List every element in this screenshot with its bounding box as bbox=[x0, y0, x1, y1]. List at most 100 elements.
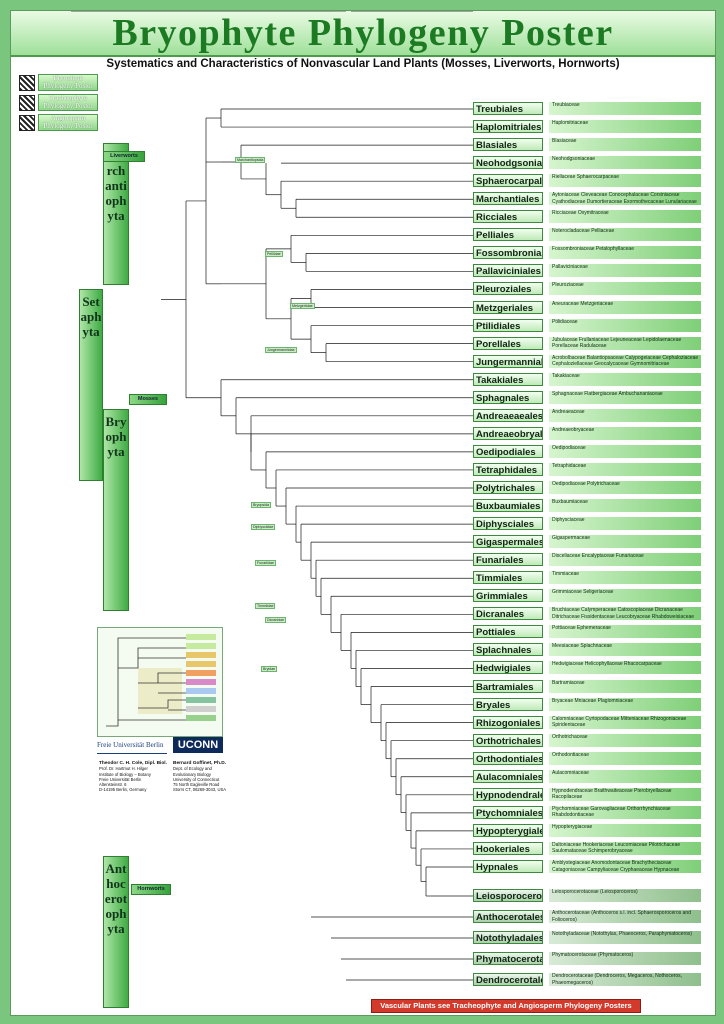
phylogeny-tree bbox=[71, 11, 473, 981]
order-families: Hypnodendraceae Braithwaiteaceae Pterobr… bbox=[549, 787, 701, 801]
order-families: Buxbaumiaceae bbox=[549, 499, 701, 513]
order-name: Fossombroniales bbox=[473, 246, 543, 260]
order-name: Orthodontiales bbox=[473, 751, 543, 765]
order-families: Calomniaceae Cyrtopodaceae Mitteniaceae … bbox=[549, 715, 701, 729]
order-name: Metzgeriales bbox=[473, 300, 543, 314]
order-families: Hypopterygiaceae bbox=[549, 823, 701, 837]
order-name: Polytrichales bbox=[473, 481, 543, 494]
order-families: Gigaspermaceae bbox=[549, 535, 701, 549]
order-name: Tetraphidales bbox=[473, 462, 543, 476]
order-name: Andreaeobryales bbox=[473, 426, 543, 440]
author-right: Bernard Goffinet, Ph.D. Dept. of Ecology… bbox=[173, 760, 233, 793]
qr-code-icon[interactable] bbox=[19, 75, 35, 91]
author-left-line: Institute of Biology – Botany bbox=[99, 771, 151, 777]
order-families: Notothyladaceae (Notothylas, Phaeoceros,… bbox=[549, 931, 701, 944]
author-left-line: Prof. Dr. Hartmut H. Hilger bbox=[99, 766, 148, 772]
order-name: Ricciales bbox=[473, 210, 543, 224]
order-families: Diphysciaceae bbox=[549, 517, 701, 531]
order-name: Pottiales bbox=[473, 625, 543, 639]
order-name: Diphysciales bbox=[473, 517, 543, 531]
order-name: Pelliales bbox=[473, 228, 543, 242]
order-name: Porellales bbox=[473, 336, 543, 350]
order-name: Hypopterygiales bbox=[473, 823, 543, 837]
author-left: Theodor C. H. Cole, Dipl. Biol. Prof. Dr… bbox=[99, 760, 173, 793]
order-families: Anthocerotaceae (Anthoceros s.l. incl. S… bbox=[549, 910, 701, 923]
order-families: Timmiaceae bbox=[549, 571, 701, 585]
order-families: Treubiaceae bbox=[549, 102, 701, 115]
order-name: Dicranales bbox=[473, 607, 543, 621]
tab-hornworts: Hornworts bbox=[131, 884, 171, 895]
order-families: Pottiaceae Ephemeraceae bbox=[549, 625, 701, 639]
link-bryophyte-poster[interactable]: Bryophyte Phylogeny Poster bbox=[38, 74, 98, 91]
order-families: Oedipodiaceae bbox=[549, 444, 701, 458]
phylum-bryophyta: Bryophyta bbox=[103, 409, 129, 611]
tab-liverworts: Liverworts bbox=[103, 151, 145, 162]
order-name: Splachnales bbox=[473, 643, 543, 657]
order-name: Orthotrichales bbox=[473, 733, 543, 747]
clade-label: Dicranidae bbox=[265, 617, 287, 623]
order-families: Pallaviciniaceae bbox=[549, 264, 701, 278]
order-families: Fossombroniaceae Petalophyllaceae bbox=[549, 246, 701, 260]
qr-code-icon[interactable] bbox=[19, 115, 35, 131]
order-name: Ptychomniales bbox=[473, 805, 543, 819]
order-name: Grimmiales bbox=[473, 589, 543, 603]
order-families: Disceliaceae Encalyptaceae Funariaceae bbox=[549, 553, 701, 567]
author-right-name: Bernard Goffinet, Ph.D. bbox=[173, 761, 227, 766]
author-right-line: University of Connecticut bbox=[173, 776, 220, 782]
order-name: Gigaspermales bbox=[473, 535, 543, 549]
uconn-logo: UCONN bbox=[173, 737, 223, 753]
order-families: Tetraphidaceae bbox=[549, 462, 701, 476]
inset-summary-tree bbox=[97, 627, 223, 737]
qr-code-icon[interactable] bbox=[19, 95, 35, 111]
vascular-plants-banner[interactable]: Vascular Plants see Tracheophyte and Ang… bbox=[371, 999, 641, 1013]
order-name: Dendrocerotales bbox=[473, 973, 543, 986]
order-name: Marchantiales bbox=[473, 192, 543, 206]
clade-label: Bryopsida bbox=[251, 502, 271, 508]
order-families: Takakiaceae bbox=[549, 372, 701, 386]
order-families: Orthodontiaceae bbox=[549, 751, 701, 765]
order-name: Blasiales bbox=[473, 138, 543, 152]
order-families: Dendrocerotaceae (Dendroceros, Megaceros… bbox=[549, 973, 701, 986]
author-right-line: Evolutionary Biology bbox=[173, 771, 211, 777]
link-angiosperm-poster[interactable]: Angiosperm Phylogeny Poster bbox=[38, 114, 98, 131]
order-name: Neohodgsoniales bbox=[473, 156, 543, 170]
order-name: Pallaviciniales bbox=[473, 264, 543, 278]
clade-label: Pelliidae bbox=[265, 251, 283, 257]
phylum-anthocerotophyta: Anthocerotophyta bbox=[103, 856, 129, 1008]
phylum-label: Bryophyta bbox=[105, 414, 127, 459]
order-families: Bruchiaceae Calymperaceae Catoscopiaceae… bbox=[549, 607, 701, 621]
order-name: Rhizogoniales bbox=[473, 715, 543, 729]
order-name: Oedipodiales bbox=[473, 444, 543, 458]
poster: Bryophyte Phylogeny Poster Systematics a… bbox=[10, 10, 716, 1016]
order-families: Neohodgsoniaceae bbox=[549, 156, 701, 170]
order-name: Notothyladales bbox=[473, 931, 543, 944]
order-name: Buxbaumiales bbox=[473, 499, 543, 513]
order-families: Bryaceae Mniaceae Plagiomniaceae bbox=[549, 697, 701, 711]
order-name: Phymatocerotales bbox=[473, 952, 543, 965]
author-right-line: 75 North Eagleville Road bbox=[173, 782, 220, 788]
order-name: Sphagnales bbox=[473, 390, 543, 404]
link-tracheophyte-poster[interactable]: Tracheophyte Phylogeny Poster bbox=[38, 94, 98, 111]
order-name: Timmiales bbox=[473, 571, 543, 585]
order-families: Andreaeobryaceae bbox=[549, 426, 701, 440]
order-name: Hypnodendrales bbox=[473, 787, 543, 801]
order-families: Orthotrichaceae bbox=[549, 733, 701, 747]
clade-label: Marchantiopsida bbox=[235, 157, 266, 163]
phylum-setaphyta: Setaphyta bbox=[79, 289, 103, 481]
order-name: Aulacomniales bbox=[473, 769, 543, 783]
clade-label: Diphysciidae bbox=[251, 524, 276, 530]
order-families: Hedwigiaceae Helicophyllaceae Rhacocarpa… bbox=[549, 661, 701, 675]
order-families: Jubulaceae Frullaniaceae Lejeuneaceae Le… bbox=[549, 336, 701, 350]
fu-berlin-logo: Freie Universität Berlin bbox=[97, 741, 167, 754]
clade-label: Jungermanniidae bbox=[265, 347, 297, 353]
order-families: Riellaceae Sphaerocarpaceae bbox=[549, 174, 701, 188]
order-families: Andreaeaceae bbox=[549, 408, 701, 422]
order-families: Aneuraceae Metzgeriaceae bbox=[549, 300, 701, 314]
order-families: Pleuroziaceae bbox=[549, 282, 701, 296]
order-families: Phymatocerotaceae (Phymatoceros) bbox=[549, 952, 701, 965]
order-families: Haplomitriaceae bbox=[549, 120, 701, 134]
order-name: Sphaerocarpales bbox=[473, 174, 543, 188]
order-families: Amblystegiaceae Anomodontaceae Brachythe… bbox=[549, 860, 701, 873]
clade-label: Timmiidae bbox=[255, 603, 276, 609]
order-families: Daltoniaceae Hookeriaceae Leucomiaceae P… bbox=[549, 841, 701, 855]
